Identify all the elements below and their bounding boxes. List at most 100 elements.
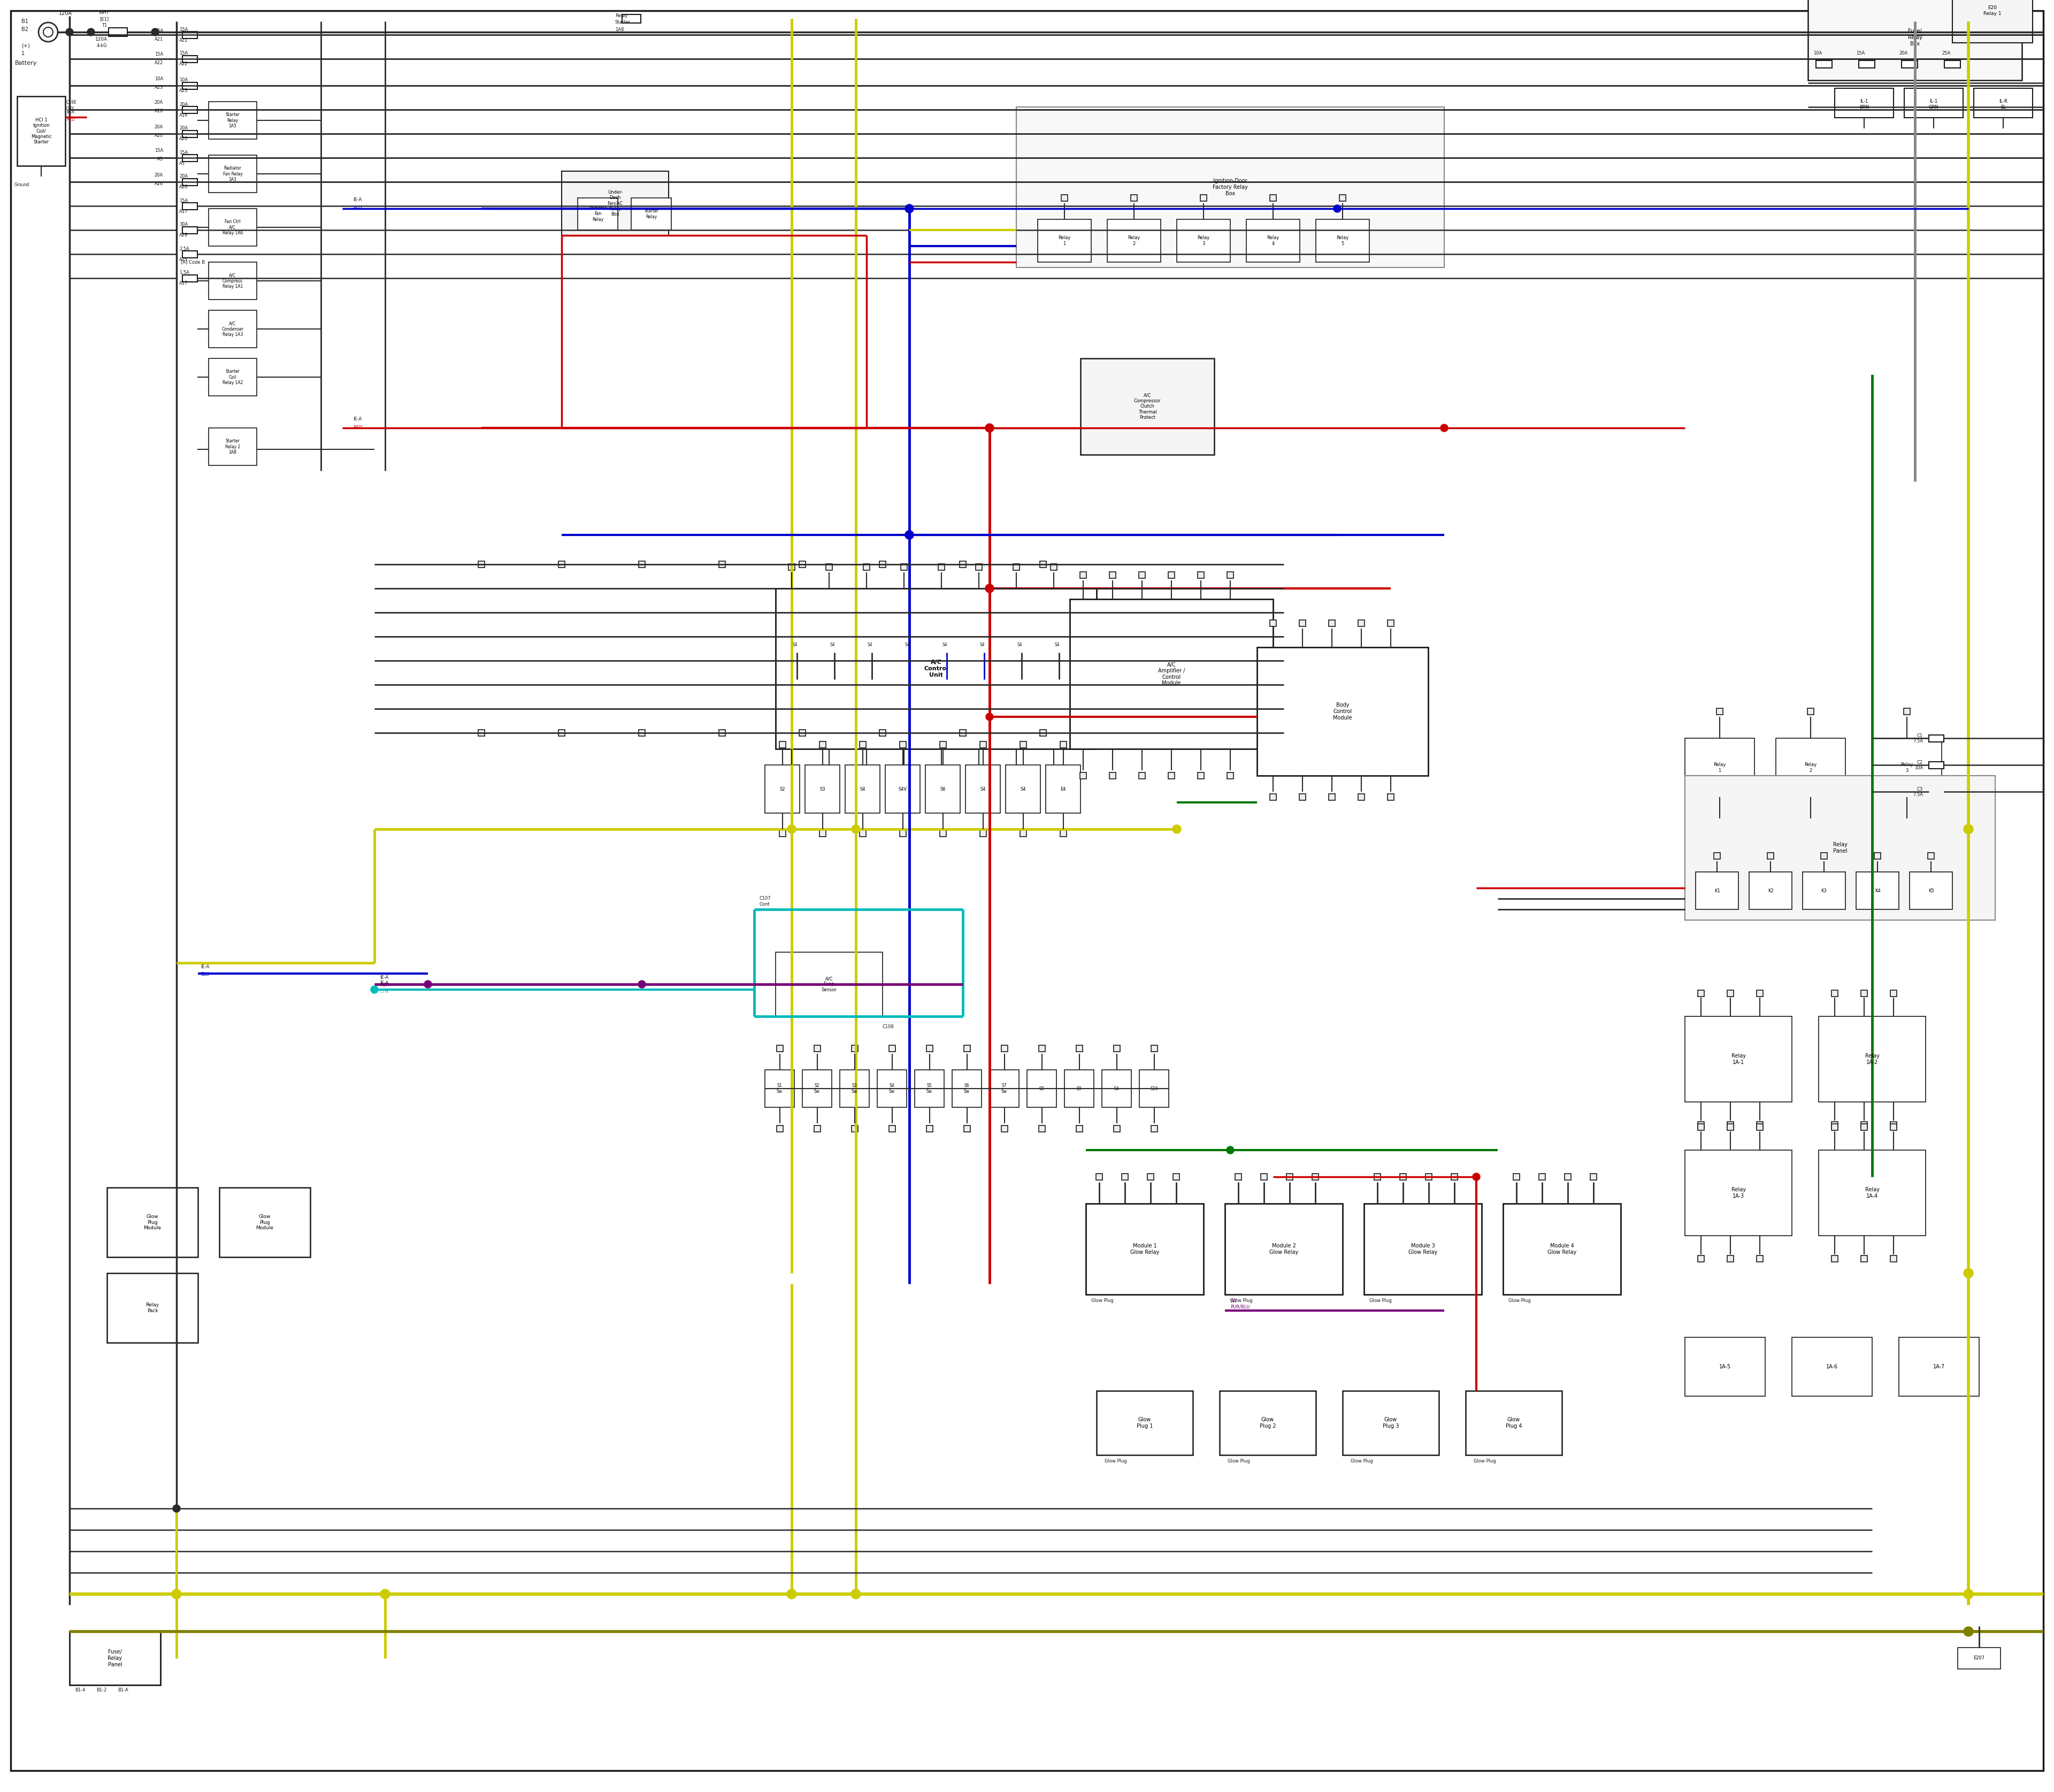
Text: Module 4
Glow Relay: Module 4 Glow Relay [1547,1244,1575,1254]
Bar [1389,620,1395,627]
Text: IL-1
GRN: IL-1 GRN [1929,99,1939,109]
Bar [1050,564,1058,570]
Bar [1898,1337,1980,1396]
Circle shape [152,29,158,36]
Text: K1: K1 [1715,889,1719,892]
Bar [1727,991,1734,996]
Bar [1816,61,1832,68]
Text: Glow Plug: Glow Plug [1473,1459,1495,1464]
Bar [1358,794,1364,801]
Bar [852,1125,859,1133]
Circle shape [1964,1269,1974,1278]
Bar [1097,1391,1193,1455]
Text: Glow Plug: Glow Plug [1230,1299,1253,1303]
Text: A5: A5 [158,158,162,161]
Text: S4: S4 [980,787,986,792]
Bar [900,830,906,837]
Text: E4: E4 [1060,787,1066,792]
Bar [1756,991,1762,996]
Circle shape [986,713,994,720]
Bar [1684,1016,1791,1102]
Bar [1013,564,1019,570]
Text: 15A: 15A [179,199,187,202]
Bar [1791,1337,1871,1396]
Circle shape [787,1590,797,1598]
Bar [776,952,883,1016]
Circle shape [1333,204,1341,213]
Bar [1247,219,1300,262]
Bar [1832,1256,1838,1262]
Text: BLU: BLU [201,973,210,977]
Bar [639,561,645,568]
Text: Glow Plug: Glow Plug [1352,1459,1372,1464]
Text: B1-2: B1-2 [97,1688,107,1693]
Bar [1013,767,1019,774]
Text: A23: A23 [154,84,162,90]
Bar [840,1070,869,1107]
Text: 15A: 15A [179,27,187,32]
Text: A26: A26 [179,185,189,190]
Bar [1401,1174,1407,1181]
Text: C2: C2 [1916,760,1923,765]
Text: K2: K2 [1768,889,1773,892]
Text: S4: S4 [1017,642,1023,647]
Bar [1286,1174,1292,1181]
Bar [1832,1122,1838,1129]
Text: 1A-6: 1A-6 [1826,1364,1838,1369]
Bar [1861,991,1867,996]
Bar [1234,1174,1241,1181]
Circle shape [850,1590,861,1598]
Text: Glow
Plug 1: Glow Plug 1 [1136,1417,1152,1428]
Bar [1076,1045,1082,1052]
Bar [1039,1045,1045,1052]
Text: 15A: 15A [154,149,162,154]
Bar [778,830,785,837]
Text: Glow Plug: Glow Plug [1228,1459,1251,1464]
Text: IE-A: IE-A [201,964,210,969]
Circle shape [66,29,74,36]
Text: IE-A: IE-A [66,109,74,115]
Text: S4: S4 [861,787,865,792]
Text: Glow
Plug
Module: Glow Plug Module [257,1215,273,1231]
Bar [1148,1174,1154,1181]
Bar [1070,599,1273,749]
Text: GRY: GRY [66,106,74,111]
Text: S4: S4 [867,642,873,647]
Bar [1138,772,1146,780]
Bar [16,97,66,167]
Text: Ground: Ground [14,183,29,186]
Bar [953,1070,982,1107]
Bar [183,251,197,258]
Bar [914,1070,945,1107]
Bar [1929,853,1935,858]
Bar [900,742,906,747]
Bar [889,1125,896,1133]
Text: 15A: 15A [179,52,187,56]
Circle shape [906,530,914,539]
Text: Radiator
Fan
Relay: Radiator Fan Relay [589,206,606,222]
Bar [1109,572,1115,579]
Text: T1: T1 [101,23,107,29]
Bar [1699,991,1705,996]
Text: Starter
Relay: Starter Relay [645,210,659,219]
Bar [1697,873,1738,909]
Text: A22: A22 [154,61,162,66]
Bar [820,742,826,747]
Bar [1756,1122,1762,1129]
Text: A/C
Compressor
Clutch
Thermal
Protect: A/C Compressor Clutch Thermal Protect [1134,392,1161,419]
Bar [1713,853,1721,858]
Bar [799,729,805,737]
Text: A16: A16 [179,113,189,118]
Bar [210,156,257,192]
Bar [1138,572,1146,579]
Bar [1890,1124,1896,1131]
Bar [863,767,869,774]
Bar [799,561,805,568]
Circle shape [1473,1174,1481,1181]
Text: A23: A23 [179,88,189,93]
Bar [1339,195,1345,201]
Text: 20A: 20A [179,102,187,108]
Text: 10A: 10A [1814,52,1822,56]
Text: 120A: 120A [60,11,72,16]
Text: Starter
Coil
Relay 1A2: Starter Coil Relay 1A2 [222,369,242,385]
